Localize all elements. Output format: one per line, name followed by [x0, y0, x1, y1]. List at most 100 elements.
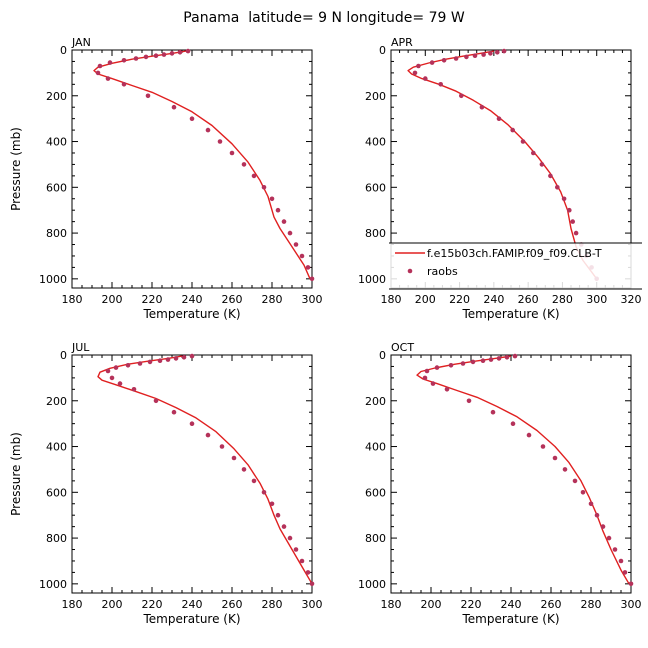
raobs-point: [424, 368, 430, 374]
y-tick-label: 1000: [39, 578, 67, 591]
raobs-point: [189, 421, 195, 427]
panel-label: APR: [391, 36, 413, 49]
raobs-point: [293, 242, 299, 247]
y-tick-label: 0: [379, 349, 386, 362]
raobs-point: [287, 535, 293, 541]
x-axis-title: Temperature (K): [142, 307, 240, 321]
raobs-point: [490, 409, 496, 415]
raobs-point: [309, 276, 315, 282]
raobs-point: [539, 162, 545, 167]
x-tick-label: 180: [381, 293, 402, 306]
raobs-point: [573, 230, 579, 236]
raobs-point: [570, 219, 575, 224]
legend-marker-swatch: [407, 268, 413, 274]
raobs-point: [540, 444, 546, 449]
raobs-point: [510, 127, 515, 133]
x-tick-label: 320: [621, 293, 642, 306]
y-axis-title: Pressure (mb): [9, 127, 23, 211]
x-axis-title: Temperature (K): [461, 307, 559, 321]
raobs-point: [293, 547, 299, 552]
x-tick-label: 180: [62, 293, 83, 306]
x-tick-label: 220: [142, 598, 163, 611]
raobs-point: [423, 76, 428, 81]
x-tick-label: 300: [302, 293, 323, 306]
raobs-point: [143, 54, 149, 60]
raobs-point: [305, 570, 311, 575]
raobs-point: [444, 387, 450, 392]
raobs-point: [481, 52, 486, 57]
x-tick-label: 260: [541, 598, 562, 611]
raobs-point: [269, 501, 275, 507]
raobs-point: [205, 432, 211, 438]
raobs-point: [531, 150, 536, 156]
y-tick-label: 0: [379, 44, 386, 57]
raobs-point: [219, 444, 225, 449]
x-tick-label: 200: [421, 598, 442, 611]
raobs-point: [251, 173, 257, 179]
panels: JAN 180 200 220 240 260 280 300 0 200 400 600 800 100…: [9, 36, 642, 626]
raobs-point: [109, 375, 115, 381]
raobs-point: [241, 162, 247, 167]
raobs-point: [185, 48, 191, 54]
raobs-point: [229, 150, 235, 156]
legend-entry-label: f.e15b03ch.FAMIP.f09_f09.CLB-T: [427, 247, 602, 260]
raobs-point: [606, 535, 612, 541]
raobs-point: [153, 398, 159, 404]
raobs-point: [281, 219, 287, 224]
raobs-point: [466, 398, 472, 404]
x-tick-label: 180: [381, 598, 402, 611]
raobs-point: [205, 127, 211, 133]
raobs-point: [287, 230, 293, 236]
raobs-point: [562, 467, 568, 472]
raobs-point: [412, 70, 418, 76]
model-series-line: [97, 355, 313, 585]
raobs-point: [504, 355, 510, 360]
raobs-point: [121, 58, 127, 63]
plot-frame: [71, 354, 313, 594]
raobs-point: [147, 359, 153, 365]
x-tick-label: 220: [449, 293, 470, 306]
x-tick-label: 260: [222, 293, 243, 306]
raobs-point: [548, 173, 553, 179]
raobs-point: [131, 387, 137, 392]
raobs-point: [113, 365, 119, 370]
raobs-point: [299, 558, 305, 564]
raobs-point: [618, 558, 624, 564]
x-tick-label: 300: [621, 598, 642, 611]
raobs-point: [217, 139, 223, 144]
raobs-point: [552, 455, 558, 461]
raobs-point: [479, 104, 485, 110]
raobs-point: [572, 478, 578, 484]
y-tick-label: 400: [46, 136, 67, 149]
x-tick-label: 260: [222, 598, 243, 611]
raobs-point: [305, 265, 311, 270]
raobs-point: [496, 116, 502, 121]
raobs-point: [501, 48, 507, 54]
x-tick-label: 280: [262, 598, 283, 611]
x-tick-label: 200: [102, 293, 123, 306]
raobs-point: [460, 361, 466, 366]
raobs-point: [580, 490, 586, 495]
x-tick-label: 280: [581, 598, 602, 611]
x-tick-label: 220: [461, 598, 482, 611]
raobs-point: [416, 63, 421, 69]
raobs-point: [567, 207, 572, 213]
raobs-point: [512, 353, 518, 359]
raobs-point: [495, 50, 500, 55]
legend-entry-label: raobs: [427, 265, 458, 278]
panel-jan: JAN 180 200 220 240 260 280 300 0 200 400 600 800 100…: [9, 36, 323, 321]
y-tick-label: 1000: [39, 273, 67, 286]
x-tick-label: 200: [102, 598, 123, 611]
x-tick-label: 300: [302, 598, 323, 611]
raobs-point: [622, 570, 628, 575]
raobs-point: [269, 196, 275, 202]
raobs-point: [261, 185, 267, 190]
raobs-point: [438, 82, 444, 87]
raobs-point: [189, 116, 195, 121]
raobs-point: [464, 54, 469, 60]
raobs-point: [628, 581, 634, 587]
panel-apr: APR 180 200 220 240 260 280 300 320 0 200 400 600 800…: [358, 36, 642, 321]
x-tick-label: 220: [142, 293, 163, 306]
raobs-point: [165, 357, 171, 362]
